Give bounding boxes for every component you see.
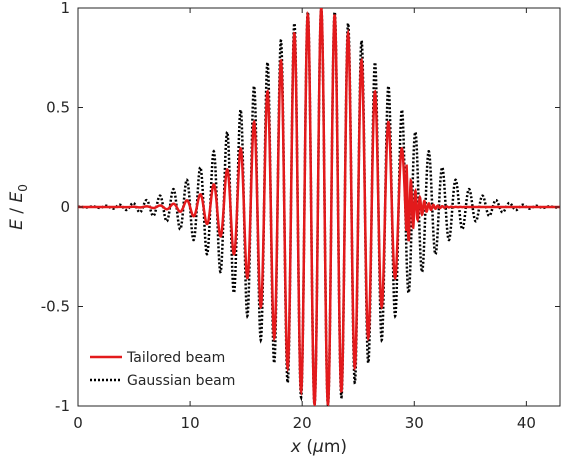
x-tick-label: 10 <box>181 414 200 432</box>
x-tick-label: 20 <box>293 414 312 432</box>
legend-label-tailored: Tailored beam <box>126 350 225 366</box>
legend-label-gaussian: Gaussian beam <box>127 373 235 389</box>
x-axis-label: x (μm) <box>290 437 347 457</box>
y-tick-label: -0.5 <box>41 298 70 316</box>
y-tick-label: 1 <box>60 0 70 17</box>
legend: Tailored beam Gaussian beam <box>90 350 235 389</box>
y-tick-label: 0 <box>60 198 70 216</box>
series-layer <box>78 8 560 406</box>
series-line-tailored <box>78 8 560 406</box>
y-axis-label: E / E0 <box>7 184 30 230</box>
y-tick-label: 0.5 <box>46 99 70 117</box>
tick-layer: 0 10 20 30 40 -1 -0.5 0 0.5 1 <box>41 0 560 432</box>
x-tick-label: 40 <box>517 414 536 432</box>
y-tick-label: -1 <box>55 397 70 415</box>
x-tick-label: 30 <box>405 414 424 432</box>
x-tick-label: 0 <box>73 414 83 432</box>
plot-area: 0 10 20 30 40 -1 -0.5 0 0.5 1 <box>41 0 561 432</box>
